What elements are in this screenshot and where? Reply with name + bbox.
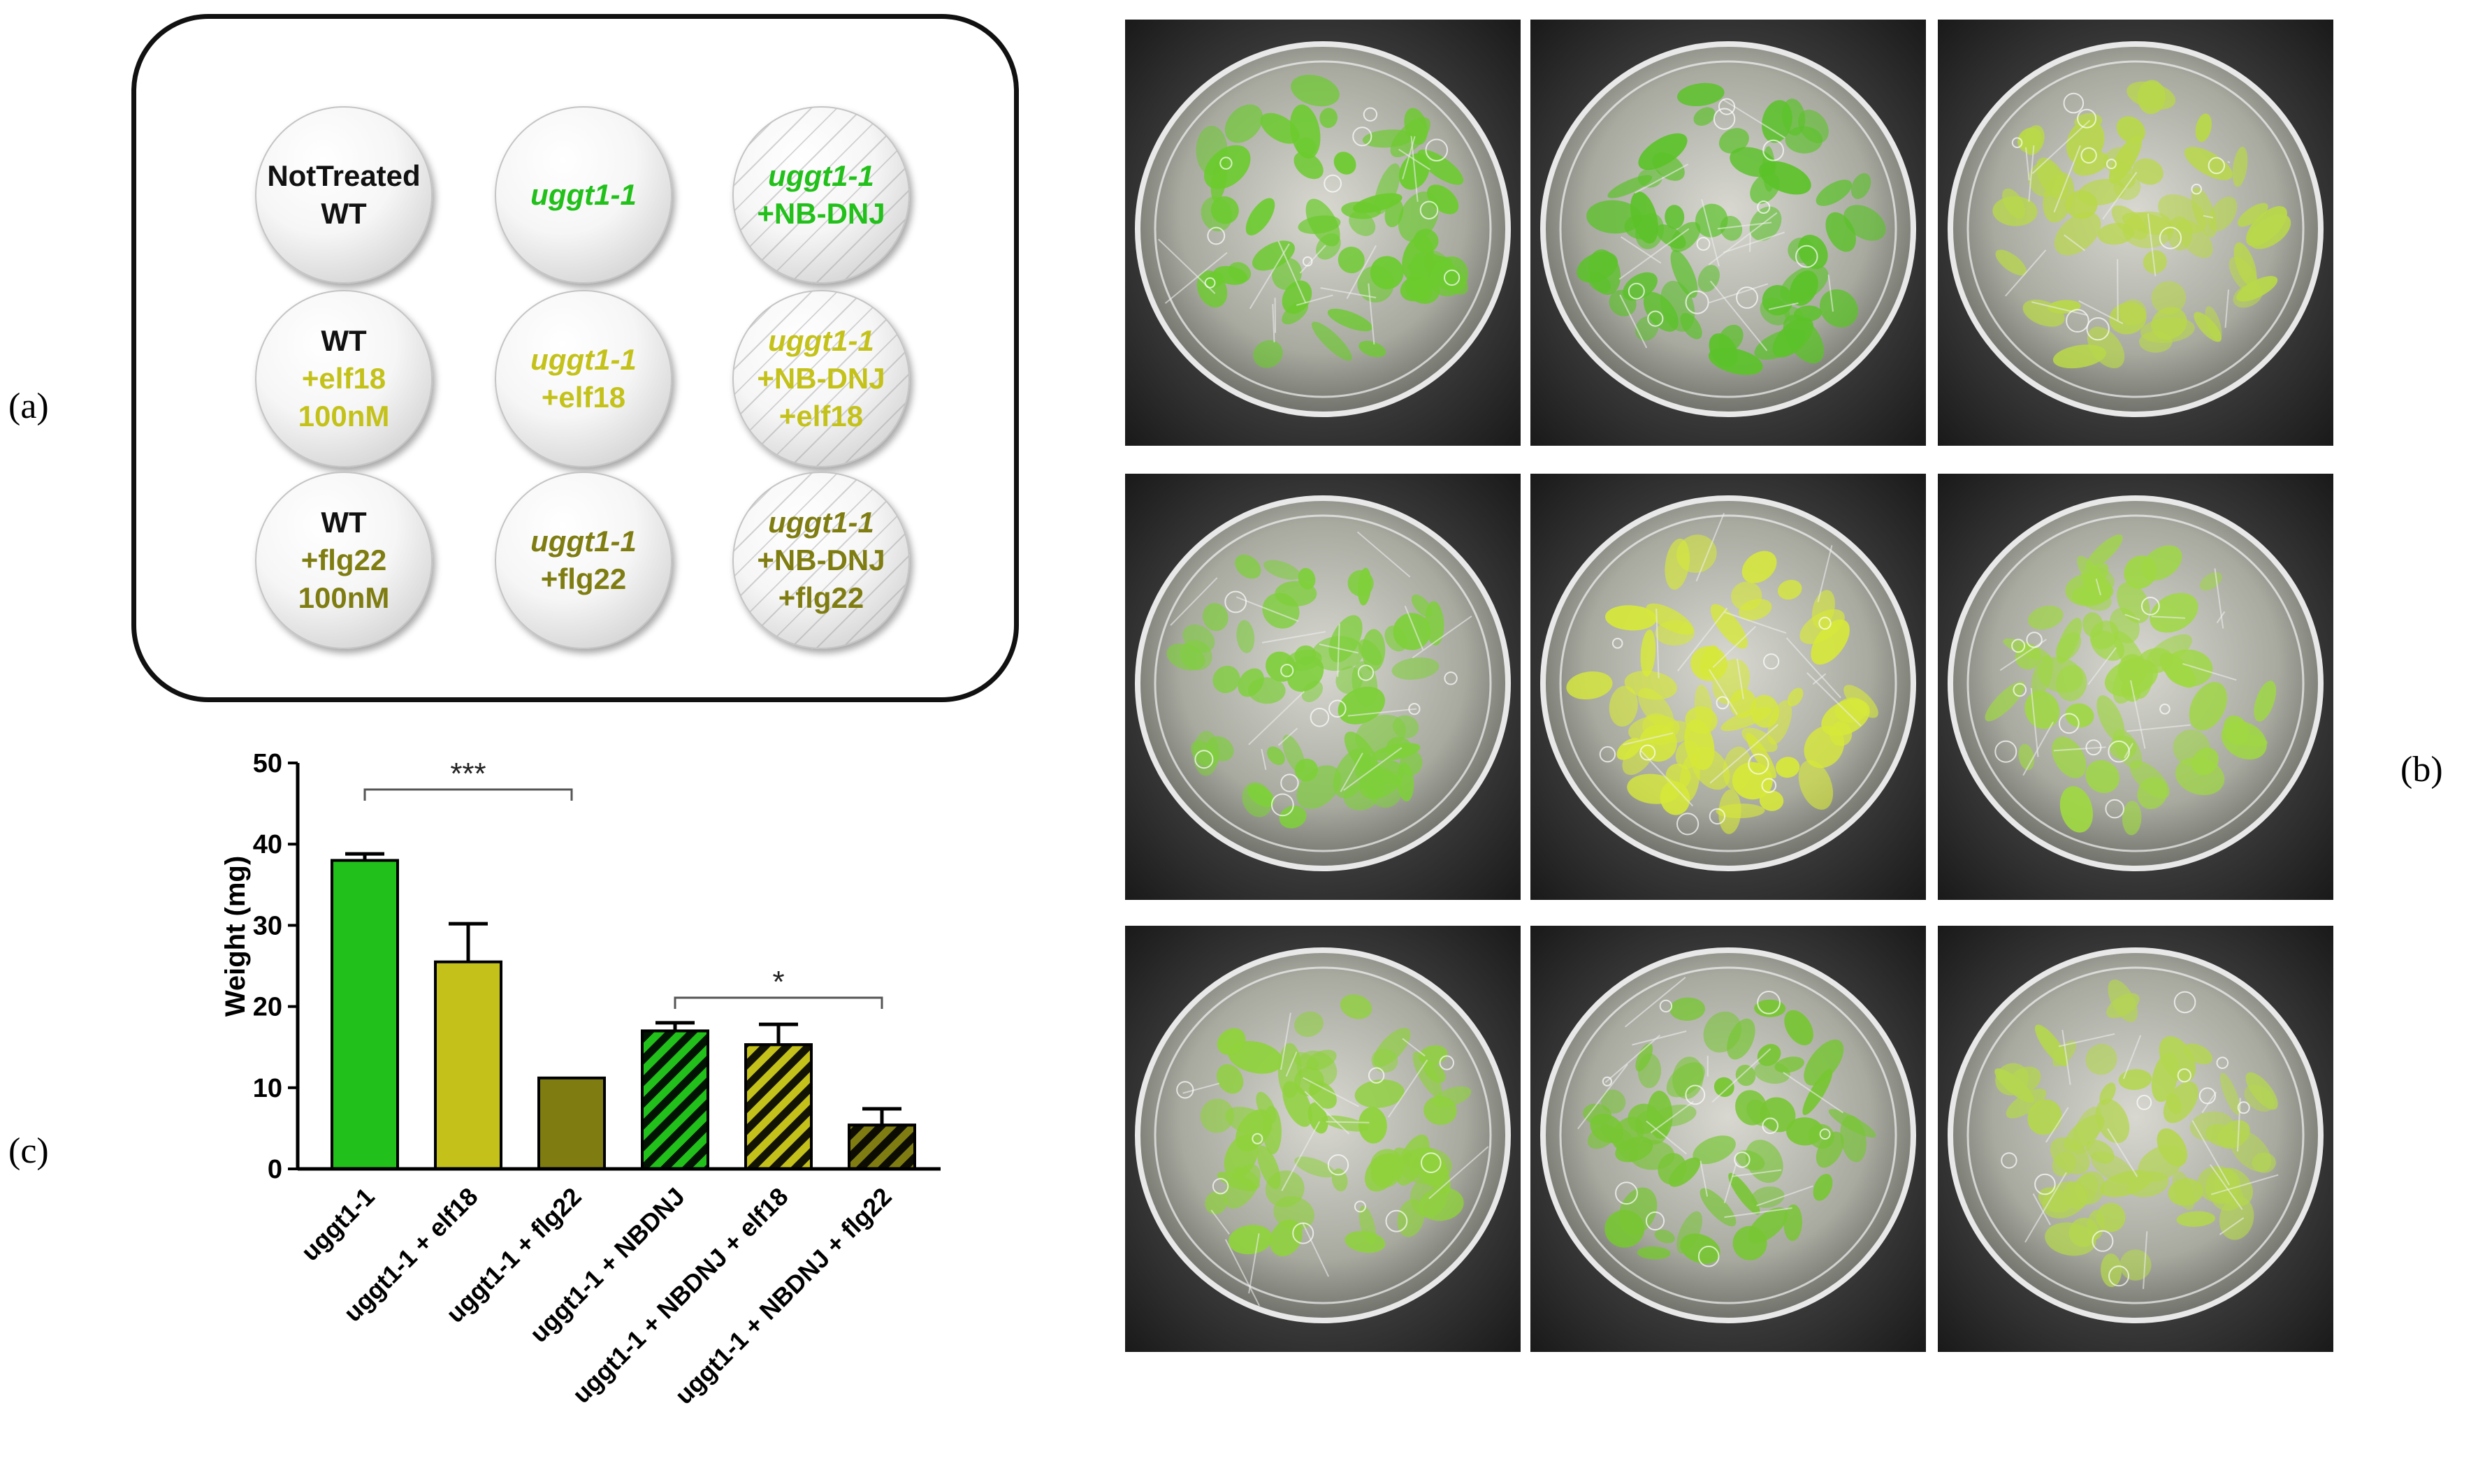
significance-bracket <box>363 788 573 801</box>
petri-dish-photo-3 <box>1938 20 2333 446</box>
chart-x-tick-label: uggt1-1 + NBDNJ + flg22 <box>669 1182 897 1410</box>
panel-label-c: (c) <box>8 1131 49 1171</box>
chart-bar-3 <box>537 1076 606 1170</box>
legend-circle-line: uggt1-1 <box>768 324 874 358</box>
chart-y-axis-label: Weight (mg) <box>220 856 251 1017</box>
chart-x-tick-label: uggt1-1 + NBDNJ + elf18 <box>567 1182 794 1409</box>
chart-y-tick-label: 40 <box>253 830 282 859</box>
chart-bar-2 <box>434 960 502 1170</box>
significance-label: * <box>772 965 784 999</box>
legend-circle-r1-c3: uggt1-1 +NB-DNJ <box>732 106 910 284</box>
petri-dish-photo-9 <box>1938 926 2333 1352</box>
legend-circle-line: 100nM <box>298 399 390 432</box>
legend-circle-line: uggt1-1 <box>768 506 874 539</box>
legend-circle-line: +flg22 <box>540 562 627 595</box>
legend-circle-r3-c3: uggt1-1 +NB-DNJ +flg22 <box>732 472 910 649</box>
legend-circle-r2-c3: uggt1-1 +NB-DNJ +elf18 <box>732 290 910 467</box>
legend-circle-line: WT <box>321 197 367 230</box>
petri-dish-photo-1 <box>1125 20 1521 446</box>
legend-circle-line: NotTreated <box>267 159 421 193</box>
chart-y-tick-label: 20 <box>253 993 282 1022</box>
legend-circle-line: +elf18 <box>778 399 864 432</box>
petri-dish-photo-4 <box>1125 474 1521 900</box>
legend-circle-line: 100nM <box>298 581 390 614</box>
chart-bar-hatch-6 <box>848 1123 916 1171</box>
legend-circle-line: uggt1-1 <box>530 178 637 212</box>
petri-dish-photo-5 <box>1530 474 1926 900</box>
chart-y-tick-label: 10 <box>253 1074 282 1103</box>
petri-dish-photo-8 <box>1530 926 1926 1352</box>
chart-x-tick-label: uggt1-1 <box>296 1182 380 1267</box>
petri-dish-photo-2 <box>1530 20 1926 446</box>
chart-bar-hatch-4 <box>641 1029 709 1170</box>
chart-y-tick-label: 0 <box>268 1155 282 1184</box>
significance-label: *** <box>450 757 486 791</box>
chart-y-tick-label: 50 <box>253 749 282 778</box>
legend-circle-r1-c1: NotTreated WT <box>255 106 433 284</box>
legend-circle-r2-c2: uggt1-1 +elf18 <box>495 290 672 467</box>
legend-circle-line: uggt1-1 <box>768 159 874 193</box>
legend-circle-r3-c1: WT +flg22 100nM <box>255 472 433 649</box>
chart-bar-hatch-5 <box>744 1043 813 1170</box>
chart-y-tick-label: 30 <box>253 911 282 940</box>
legend-circle-line: uggt1-1 <box>530 343 637 377</box>
petri-dish-photo-7 <box>1125 926 1521 1352</box>
legend-circle-line: WT <box>321 324 367 358</box>
legend-circle-line: +flg22 <box>778 581 864 614</box>
legend-circle-r3-c2: uggt1-1 +flg22 <box>495 472 672 649</box>
chart-bar-1 <box>331 859 399 1170</box>
legend-circle-line: +NB-DNJ <box>757 197 885 230</box>
significance-bracket <box>674 996 883 1009</box>
legend-circle-line: +elf18 <box>301 362 386 395</box>
legend-circle-line: +NB-DNJ <box>757 362 885 395</box>
panel-label-b: (b) <box>2400 750 2443 790</box>
legend-circle-line: WT <box>321 506 367 539</box>
legend-circle-line: +flg22 <box>300 544 387 577</box>
legend-circle-r2-c1: WT +elf18 100nM <box>255 290 433 467</box>
petri-dish-photo-6 <box>1938 474 2333 900</box>
legend-circle-line: uggt1-1 <box>530 525 637 558</box>
panel-label-a: (a) <box>8 386 49 426</box>
legend-circle-r1-c2: uggt1-1 <box>495 106 672 284</box>
legend-circle-line: +elf18 <box>541 381 626 414</box>
legend-circle-line: +NB-DNJ <box>757 544 885 577</box>
treatment-legend-box: NotTreated WT uggt1-1 uggt1-1 +NB-DNJ WT +elf1… <box>131 14 1019 702</box>
